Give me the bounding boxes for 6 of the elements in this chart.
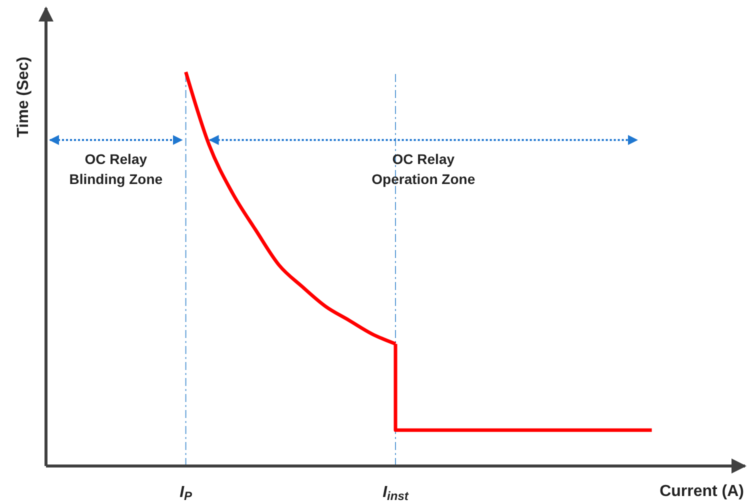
x-tick-label: I$_{inst}$ [382, 484, 410, 503]
x-tick-label: I$_{P}$ [180, 484, 194, 503]
y-axis-title: Time (Sec) [15, 56, 32, 138]
annotation: OC Relay Blinding Zone [69, 151, 163, 187]
x-axis-title: Current (A) [660, 483, 744, 500]
annotation: OC Relay Operation Zone [372, 151, 476, 187]
